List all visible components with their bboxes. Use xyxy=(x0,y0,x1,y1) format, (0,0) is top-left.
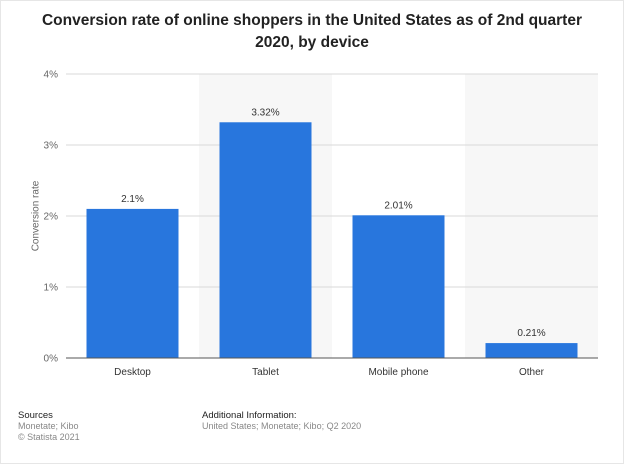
bar xyxy=(352,215,445,358)
x-tick-label: Tablet xyxy=(252,367,279,378)
additional-info-heading: Additional Information: xyxy=(202,410,297,421)
sources-block: Sources Monetate; Kibo © Statista 2021 xyxy=(18,410,80,443)
data-label: 3.32% xyxy=(251,107,279,118)
y-tick-label: 0% xyxy=(44,354,59,365)
x-tick-label: Mobile phone xyxy=(368,367,428,378)
copyright-text: © Statista 2021 xyxy=(18,432,80,442)
y-tick-label: 1% xyxy=(44,283,59,294)
y-tick-label: 3% xyxy=(44,141,59,152)
bar xyxy=(86,208,179,358)
chart-title: Conversion rate of online shoppers in th… xyxy=(41,12,582,51)
sources-heading: Sources xyxy=(18,410,53,421)
data-label: 2.01% xyxy=(384,200,412,211)
y-tick-label: 4% xyxy=(44,70,59,81)
bar xyxy=(485,343,578,358)
x-tick-label: Desktop xyxy=(114,367,151,378)
y-tick-label: 2% xyxy=(44,212,59,223)
sources-text: Monetate; Kibo xyxy=(18,421,79,431)
additional-info-block: Additional Information: United States; M… xyxy=(202,410,361,432)
bar xyxy=(219,122,312,358)
x-tick-label: Other xyxy=(519,367,545,378)
data-label: 0.21% xyxy=(517,328,545,339)
data-label: 2.1% xyxy=(121,194,144,205)
additional-info-text: United States; Monetate; Kibo; Q2 2020 xyxy=(202,421,362,431)
